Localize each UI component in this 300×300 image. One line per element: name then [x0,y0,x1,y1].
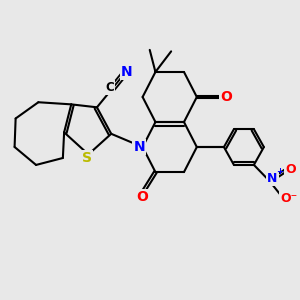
Text: O: O [285,163,296,176]
Text: N: N [267,172,278,185]
Text: +: + [276,167,283,176]
Text: N: N [134,140,145,154]
Text: O: O [136,190,148,204]
Text: O⁻: O⁻ [280,192,297,205]
Text: C: C [105,81,114,94]
Text: N: N [121,65,133,79]
Text: S: S [82,151,92,165]
Text: O: O [220,90,232,104]
